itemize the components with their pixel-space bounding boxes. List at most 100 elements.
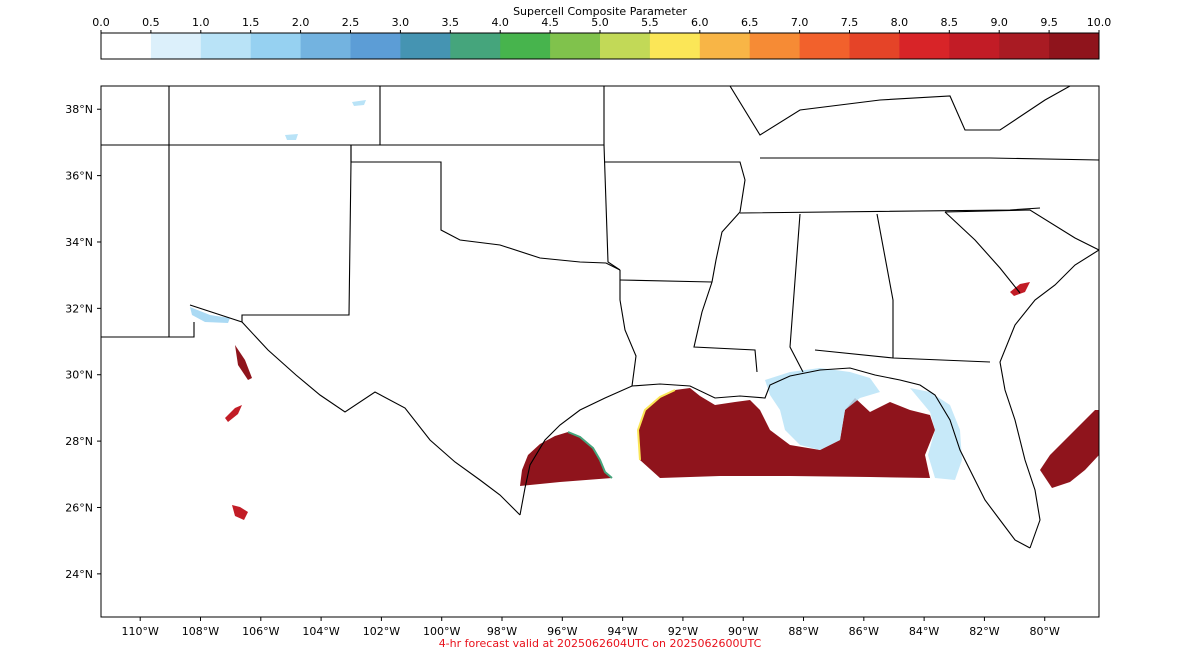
colorbar-swatch: [649, 33, 701, 59]
colorbar-tick-label: 10.0: [1087, 16, 1112, 29]
scp-low-florida-gulf: [910, 388, 962, 480]
colorbar-tick-label: 2.0: [292, 16, 310, 29]
border-mo-ar-tn: [604, 161, 746, 213]
colorbar-tick-label: 1.5: [242, 16, 260, 29]
colorbar-tick-label: 5.5: [641, 16, 659, 29]
longitude-label: 88°W: [788, 625, 818, 638]
longitude-label: 86°W: [849, 625, 879, 638]
longitude-label: 84°W: [909, 625, 939, 638]
coastline-gulf: [519, 367, 1031, 549]
longitude-label: 100°W: [423, 625, 460, 638]
border-rio-grande: [241, 321, 521, 516]
colorbar-tick-label: 5.0: [591, 16, 609, 29]
scp-edge-central: [636, 389, 676, 461]
longitude-label: 82°W: [969, 625, 999, 638]
scp-field: [190, 100, 1099, 520]
border-ga-sc: [944, 211, 1021, 294]
longitude-label: 110°W: [122, 625, 159, 638]
longitude-label: 80°W: [1030, 625, 1060, 638]
colorbar-swatch: [200, 33, 252, 59]
longitude-label: 108°W: [182, 625, 219, 638]
colorbar-swatch: [849, 33, 900, 59]
longitude-label: 92°W: [668, 625, 698, 638]
colorbar-swatch: [949, 33, 1000, 59]
colorbar-tick-label: 6.0: [691, 16, 709, 29]
colorbar-tick-label: 8.5: [941, 16, 959, 29]
colorbar-tick-label: 6.5: [741, 16, 759, 29]
forecast-valid-caption: 4-hr forecast valid at 2025062604UTC on …: [438, 637, 762, 650]
latitude-label: 32°N: [65, 302, 93, 315]
longitude-labels: 110°W 108°W 106°W 104°W 102°W 100°W 98°W 96°W 94…: [122, 617, 1060, 638]
colorbar-swatch: [150, 33, 202, 59]
longitude-label: 102°W: [363, 625, 400, 638]
border-fl-ga: [814, 349, 991, 363]
longitude-label: 94°W: [607, 625, 637, 638]
colorbar-swatch: [450, 33, 501, 59]
colorbar-swatch: [999, 33, 1050, 59]
latitude-label: 34°N: [65, 236, 93, 249]
colorbar-swatch: [600, 33, 651, 59]
longitude-label: 96°W: [547, 625, 577, 638]
colorbar-swatch: [500, 33, 551, 59]
border-nc-sc: [944, 209, 1099, 251]
colorbar-tick-label: 2.5: [342, 16, 360, 29]
scp-low-colorado: [285, 134, 298, 140]
borders: [101, 86, 1099, 549]
colorbar-swatch: [1049, 33, 1100, 59]
colorbar-swatch: [699, 33, 751, 59]
colorbar-tick-label: 8.0: [891, 16, 909, 29]
scp-cell-sc-coast: [1010, 282, 1030, 296]
colorbar-tick-label: 9.0: [990, 16, 1008, 29]
colorbar-swatch: [799, 33, 850, 59]
colorbar-swatch: [300, 33, 351, 59]
colorbar-swatch: [749, 33, 801, 59]
colorbar-tick-label: 7.5: [841, 16, 859, 29]
border-mexico-nm: [101, 322, 195, 338]
scp-low-kansas: [352, 100, 366, 106]
latitude-label: 38°N: [65, 103, 93, 116]
scp-swath-central-gulf: [638, 388, 935, 478]
colorbar-tick-label: 7.0: [791, 16, 809, 29]
border-al-ga: [876, 213, 894, 358]
coastline-florida-east: [999, 249, 1099, 549]
colorbar-tick-label: 1.0: [192, 16, 210, 29]
border-tx-panhandle: [350, 145, 621, 271]
border-mississippi-river: [693, 211, 758, 373]
map-background: [101, 86, 1099, 617]
border-tx-la: [619, 270, 637, 387]
border-ky-north: [729, 86, 1071, 136]
colorbar-tick-label: 3.5: [442, 16, 460, 29]
colorbar-swatch: [899, 33, 950, 59]
border-ms-al: [789, 213, 804, 373]
scp-cell-new-mexico: [235, 345, 252, 380]
colorbar-tick-label: 4.5: [541, 16, 559, 29]
border-ky-tn: [760, 157, 1099, 161]
scp-low-northern-gulf: [765, 368, 880, 450]
scp-low-nm-border: [190, 307, 230, 323]
border-ar-la: [619, 279, 713, 283]
longitude-label: 106°W: [242, 625, 279, 638]
colorbar-tick-label: 3.0: [392, 16, 410, 29]
border-nm-tx: [189, 161, 352, 323]
longitude-label: 90°W: [728, 625, 758, 638]
latitude-label: 24°N: [65, 568, 93, 581]
longitude-label: 98°W: [487, 625, 517, 638]
colorbar-swatch: [400, 33, 451, 59]
latitude-labels: 38°N 36°N 34°N 32°N 30°N 28°N 26°N 24°N: [65, 103, 101, 581]
colorbar: 0.0 0.5 1.0 1.5 2.0 2.5 3.0 3.5 4.0 4.5 5.0 5.5 6.0 6…: [92, 16, 1111, 60]
colorbar-swatch: [250, 33, 302, 59]
scp-cell-chihuahua: [225, 405, 242, 422]
scp-cell-mexico-south: [232, 505, 248, 520]
latitude-label: 28°N: [65, 435, 93, 448]
colorbar-ticks: 0.0 0.5 1.0 1.5 2.0 2.5 3.0 3.5 4.0 4.5 5.0 5.5 6.0 6…: [92, 16, 1111, 33]
colorbar-swatches: [101, 33, 1100, 59]
latitude-label: 30°N: [65, 369, 93, 382]
colorbar-tick-label: 4.0: [491, 16, 509, 29]
latitude-label: 26°N: [65, 501, 93, 514]
border-ok-ar: [603, 144, 621, 271]
colorbar-swatch: [350, 33, 401, 59]
scp-swath-atlantic: [1040, 410, 1099, 488]
map-frame: [100, 85, 1100, 618]
colorbar-title: Supercell Composite Parameter: [513, 5, 687, 18]
